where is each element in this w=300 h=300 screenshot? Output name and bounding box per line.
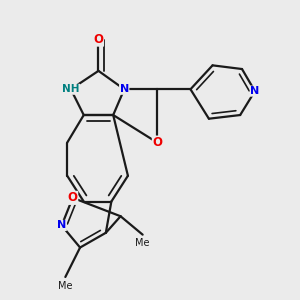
Text: NH: NH <box>62 84 80 94</box>
Text: N: N <box>57 220 66 230</box>
Text: Me: Me <box>58 281 73 291</box>
Text: O: O <box>94 33 103 46</box>
Text: Me: Me <box>135 238 150 248</box>
Text: N: N <box>120 84 129 94</box>
Text: N: N <box>250 86 260 96</box>
Text: O: O <box>68 191 78 204</box>
Text: O: O <box>152 136 162 149</box>
